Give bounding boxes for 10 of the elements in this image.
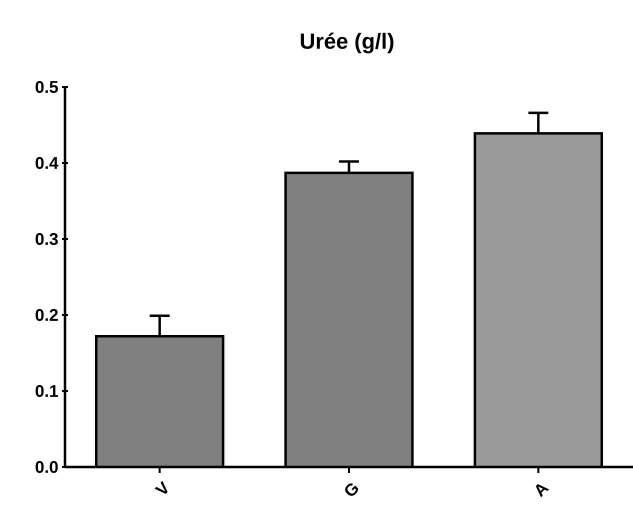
y-tick-label: 0.1 — [36, 385, 58, 397]
x-tick-label: G — [345, 483, 358, 496]
y-tick-label: 0.4 — [36, 157, 58, 169]
y-tick-label: 0.5 — [36, 81, 58, 93]
y-tick-label: 0.3 — [36, 232, 58, 246]
y-tick-label: 0.0 — [36, 461, 58, 473]
y-tick-label: 0.2 — [36, 309, 58, 321]
x-tick-label: A — [536, 484, 550, 498]
x-tick-label: V — [154, 480, 168, 494]
chart-title: Urée (g/l) — [300, 32, 394, 54]
